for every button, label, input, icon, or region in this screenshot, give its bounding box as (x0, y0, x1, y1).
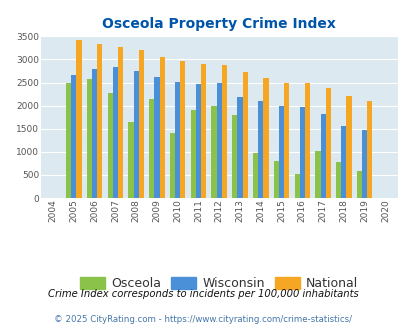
Bar (258, 101, 263, 198)
Bar (341, 126, 345, 198)
Bar (242, 72, 247, 198)
Bar (294, 174, 299, 198)
Title: Osceola Property Crime Index: Osceola Property Crime Index (102, 17, 335, 31)
Bar (169, 133, 175, 198)
Bar (278, 106, 284, 198)
Text: © 2025 CityRating.com - https://www.cityrating.com/crime-statistics/: © 2025 CityRating.com - https://www.city… (54, 315, 351, 324)
Bar (113, 67, 118, 198)
Bar (133, 71, 139, 198)
Bar (335, 162, 341, 198)
Bar (66, 82, 71, 198)
Bar (200, 64, 206, 198)
Bar (345, 96, 351, 198)
Bar (356, 171, 361, 198)
Bar (320, 115, 325, 198)
Bar (149, 99, 154, 198)
Bar (273, 161, 278, 198)
Legend: Osceola, Wisconsin, National: Osceola, Wisconsin, National (75, 272, 362, 295)
Bar (263, 78, 268, 198)
Bar (175, 82, 180, 198)
Bar (87, 79, 92, 198)
Bar (221, 65, 226, 198)
Bar (325, 88, 330, 198)
Bar (232, 115, 237, 198)
Bar (107, 93, 113, 198)
Bar (180, 61, 185, 198)
Bar (128, 122, 133, 198)
Bar (304, 83, 309, 198)
Bar (299, 108, 304, 198)
Bar (118, 47, 123, 198)
Bar (367, 101, 371, 198)
Bar (216, 83, 221, 198)
Bar (190, 110, 195, 198)
Bar (237, 97, 242, 198)
Bar (92, 69, 97, 198)
Bar (211, 106, 216, 198)
Bar (315, 151, 320, 198)
Bar (284, 82, 289, 198)
Bar (361, 130, 367, 198)
Bar (252, 153, 258, 198)
Bar (97, 44, 102, 198)
Bar (154, 77, 159, 198)
Bar (195, 84, 200, 198)
Text: Crime Index corresponds to incidents per 100,000 inhabitants: Crime Index corresponds to incidents per… (47, 289, 358, 299)
Bar (139, 50, 144, 198)
Bar (76, 40, 81, 198)
Bar (159, 57, 164, 198)
Bar (71, 75, 76, 198)
